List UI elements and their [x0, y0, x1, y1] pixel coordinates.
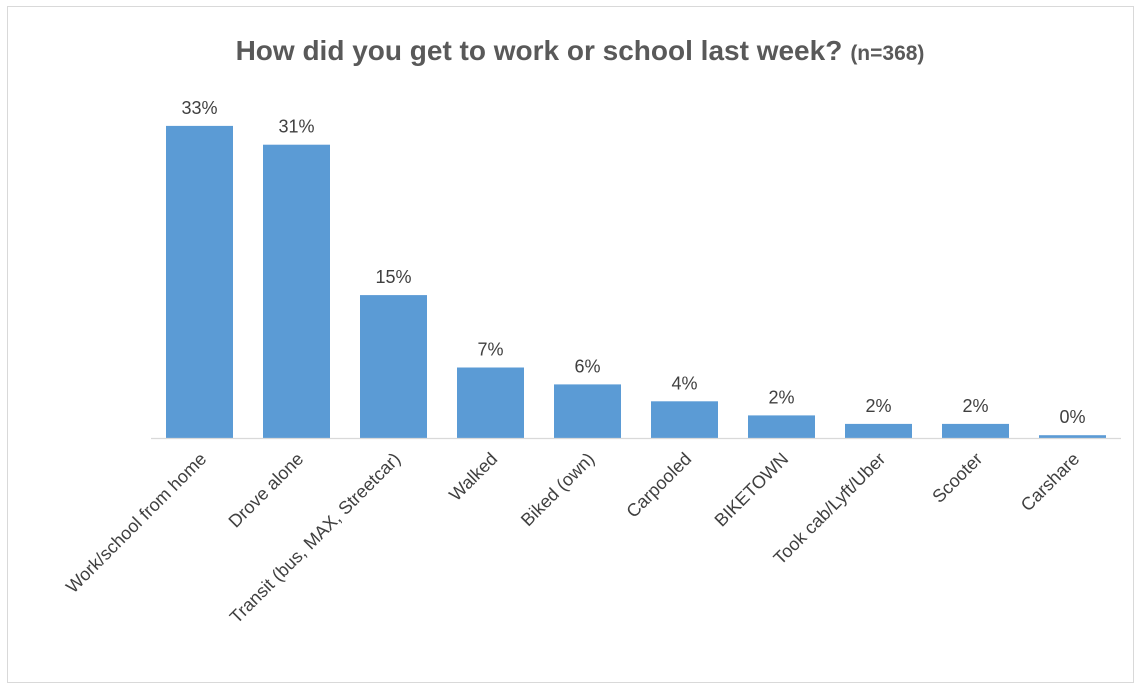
category-label-transit-bus-max-streetcar: Transit (bus, MAX, Streetcar)	[226, 449, 404, 627]
category-label-work-school-from-home: Work/school from home	[62, 449, 210, 597]
category-label-biketown: BIKETOWN	[711, 449, 793, 531]
bar-biked-own	[554, 384, 621, 438]
category-label-carshare: Carshare	[1017, 449, 1083, 515]
data-label-took-cab-lyft-uber: 2%	[865, 396, 891, 416]
chart-title-main: How did you get to work or school last w…	[236, 35, 843, 66]
data-label-biked-own: 6%	[574, 356, 600, 376]
category-labels-group: Work/school from home Drove aloneTransit …	[62, 449, 1083, 627]
category-label-carpooled: Carpooled	[622, 449, 695, 522]
data-labels-group: 33% 31% 15% 7% 6% 4% 2% 2% 2% 0%	[181, 98, 1085, 427]
bar-work-school-from-home	[166, 125, 233, 439]
bar-carshare	[1039, 435, 1106, 438]
bar-drove-alone	[263, 144, 330, 438]
chart-title: How did you get to work or school last w…	[236, 35, 925, 66]
bar-took-cab-lyft-uber	[845, 423, 912, 438]
bar-walked	[457, 367, 524, 438]
chart-title-sample-size: (n=368)	[850, 42, 924, 65]
data-label-carshare: 0%	[1059, 407, 1085, 427]
category-label-biked-own: Biked (own)	[517, 449, 598, 530]
bar-transit-bus-max-streetcar	[360, 295, 427, 438]
data-label-drove-alone: 31%	[278, 117, 314, 137]
bar-scooter	[942, 423, 1009, 438]
bars-group	[166, 125, 1106, 439]
data-label-work-school-from-home: 33%	[181, 98, 217, 118]
category-label-walked: Walked	[445, 449, 501, 505]
category-label-drove-alone: Drove alone	[225, 449, 308, 532]
data-label-scooter: 2%	[962, 396, 988, 416]
data-label-biketown: 2%	[768, 387, 794, 407]
bar-biketown	[748, 415, 815, 438]
data-label-transit-bus-max-streetcar: 15%	[375, 267, 411, 287]
data-label-walked: 7%	[477, 340, 503, 360]
bar-carpooled	[651, 401, 718, 438]
data-label-carpooled: 4%	[671, 373, 697, 393]
category-label-scooter: Scooter	[928, 449, 986, 507]
